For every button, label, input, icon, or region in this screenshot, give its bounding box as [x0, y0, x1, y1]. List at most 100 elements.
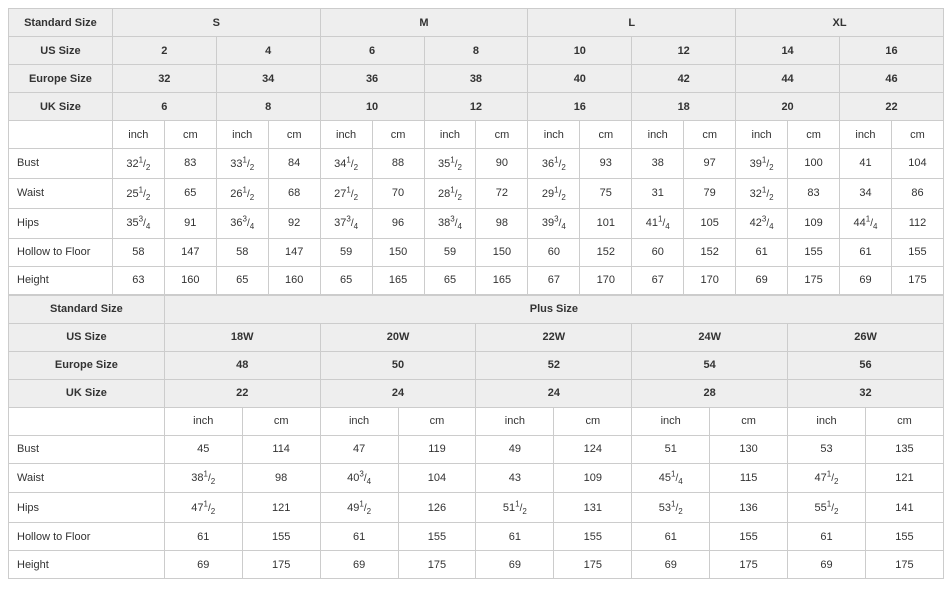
measure-inch: 63 — [112, 266, 164, 294]
plus-measure-inch: 451/4 — [632, 463, 710, 493]
plus-measure-inch: 551/2 — [788, 493, 866, 523]
measure-inch: 271/2 — [320, 178, 372, 208]
plus-measure-inch: 69 — [632, 551, 710, 579]
measure-cm: 150 — [372, 238, 424, 266]
measure-inch: 331/2 — [216, 149, 268, 179]
measure-inch: 60 — [632, 238, 684, 266]
measure-inch: 38 — [632, 149, 684, 179]
unit-inch: inch — [424, 121, 476, 149]
unit-inch: inch — [736, 121, 788, 149]
plus-measure-cm: 155 — [865, 523, 943, 551]
measure-cm: 90 — [476, 149, 528, 179]
plus-measure-cm: 119 — [398, 435, 476, 463]
measure-cm: 83 — [164, 149, 216, 179]
measure-inch: 351/2 — [424, 149, 476, 179]
eu-size-col: 46 — [840, 65, 944, 93]
plus-unit-inch: inch — [476, 407, 554, 435]
plus-eu-size-col: 52 — [476, 351, 632, 379]
eu-size-col: 32 — [112, 65, 216, 93]
plus-uk-size-col: 28 — [632, 379, 788, 407]
measure-cm: 84 — [268, 149, 320, 179]
plus-us-size-col: 24W — [632, 323, 788, 351]
plus-measure-cm: 114 — [242, 435, 320, 463]
measure-inch: 65 — [424, 266, 476, 294]
plus-measure-inch: 69 — [164, 551, 242, 579]
plus-measure-inch: 61 — [164, 523, 242, 551]
plus-measure-cm: 98 — [242, 463, 320, 493]
measure-inch: 31 — [632, 178, 684, 208]
measure-cm: 155 — [891, 238, 943, 266]
plus-measure-cm: 155 — [242, 523, 320, 551]
plus-measure-inch: 43 — [476, 463, 554, 493]
measure-cm: 155 — [788, 238, 840, 266]
uk-size-col: 20 — [736, 93, 840, 121]
measure-cm: 152 — [684, 238, 736, 266]
plus-measure-cm: 175 — [865, 551, 943, 579]
unit-inch: inch — [632, 121, 684, 149]
measure-inch: 391/2 — [736, 149, 788, 179]
plus-measure-inch: 61 — [788, 523, 866, 551]
measure-cm: 150 — [476, 238, 528, 266]
measure-inch: 65 — [216, 266, 268, 294]
measure-inch: 353/4 — [112, 208, 164, 238]
plus-us-size-header: US Size — [9, 323, 165, 351]
measure-cm: 175 — [788, 266, 840, 294]
measure-cm: 147 — [164, 238, 216, 266]
measure-inch: 291/2 — [528, 178, 580, 208]
measure-cm: 65 — [164, 178, 216, 208]
plus-measure-inch: 53 — [788, 435, 866, 463]
measure-cm: 147 — [268, 238, 320, 266]
us-size-col: 6 — [320, 37, 424, 65]
us-size-col: 16 — [840, 37, 944, 65]
unit-row-blank — [9, 121, 113, 149]
measure-inch: 363/4 — [216, 208, 268, 238]
plus-measure-inch: 51 — [632, 435, 710, 463]
measure-cm: 98 — [476, 208, 528, 238]
plus-unit-row-blank — [9, 407, 165, 435]
measure-inch: 321/2 — [112, 149, 164, 179]
plus-uk-size-col: 24 — [476, 379, 632, 407]
plus-measure-cm: 104 — [398, 463, 476, 493]
plus-unit-inch: inch — [632, 407, 710, 435]
plus-us-size-col: 20W — [320, 323, 476, 351]
measure-cm: 96 — [372, 208, 424, 238]
measure-cm: 88 — [372, 149, 424, 179]
plus-measure-cm: 175 — [242, 551, 320, 579]
measure-cm: 79 — [684, 178, 736, 208]
measure-cm: 75 — [580, 178, 632, 208]
eu-size-col: 42 — [632, 65, 736, 93]
plus-eu-size-header: Europe Size — [9, 351, 165, 379]
plus-measure-cm: 136 — [710, 493, 788, 523]
plus-measure-inch: 471/2 — [164, 493, 242, 523]
plus-measure-inch: 381/2 — [164, 463, 242, 493]
measure-cm: 105 — [684, 208, 736, 238]
measure-cm: 83 — [788, 178, 840, 208]
standard-size-header: Standard Size — [9, 9, 113, 37]
us-size-col: 2 — [112, 37, 216, 65]
measure-inch: 58 — [112, 238, 164, 266]
eu-size-col: 34 — [216, 65, 320, 93]
measure-cm: 170 — [684, 266, 736, 294]
measure-inch: 61 — [840, 238, 892, 266]
plus-us-size-col: 18W — [164, 323, 320, 351]
us-size-col: 10 — [528, 37, 632, 65]
measure-inch: 65 — [320, 266, 372, 294]
measure-cm: 86 — [891, 178, 943, 208]
plus-us-size-col: 26W — [788, 323, 944, 351]
measure-inch: 383/4 — [424, 208, 476, 238]
plus-measure-inch: 47 — [320, 435, 398, 463]
measure-inch: 60 — [528, 238, 580, 266]
plus-measure-label: Hollow to Floor — [9, 523, 165, 551]
measure-label: Waist — [9, 178, 113, 208]
plus-eu-size-col: 50 — [320, 351, 476, 379]
measure-cm: 100 — [788, 149, 840, 179]
measure-inch: 69 — [736, 266, 788, 294]
plus-measure-cm: 175 — [554, 551, 632, 579]
unit-inch: inch — [216, 121, 268, 149]
plus-measure-cm: 135 — [865, 435, 943, 463]
plus-standard-size-header: Standard Size — [9, 295, 165, 323]
measure-inch: 341/2 — [320, 149, 372, 179]
measure-inch: 281/2 — [424, 178, 476, 208]
measure-cm: 97 — [684, 149, 736, 179]
measure-cm: 152 — [580, 238, 632, 266]
